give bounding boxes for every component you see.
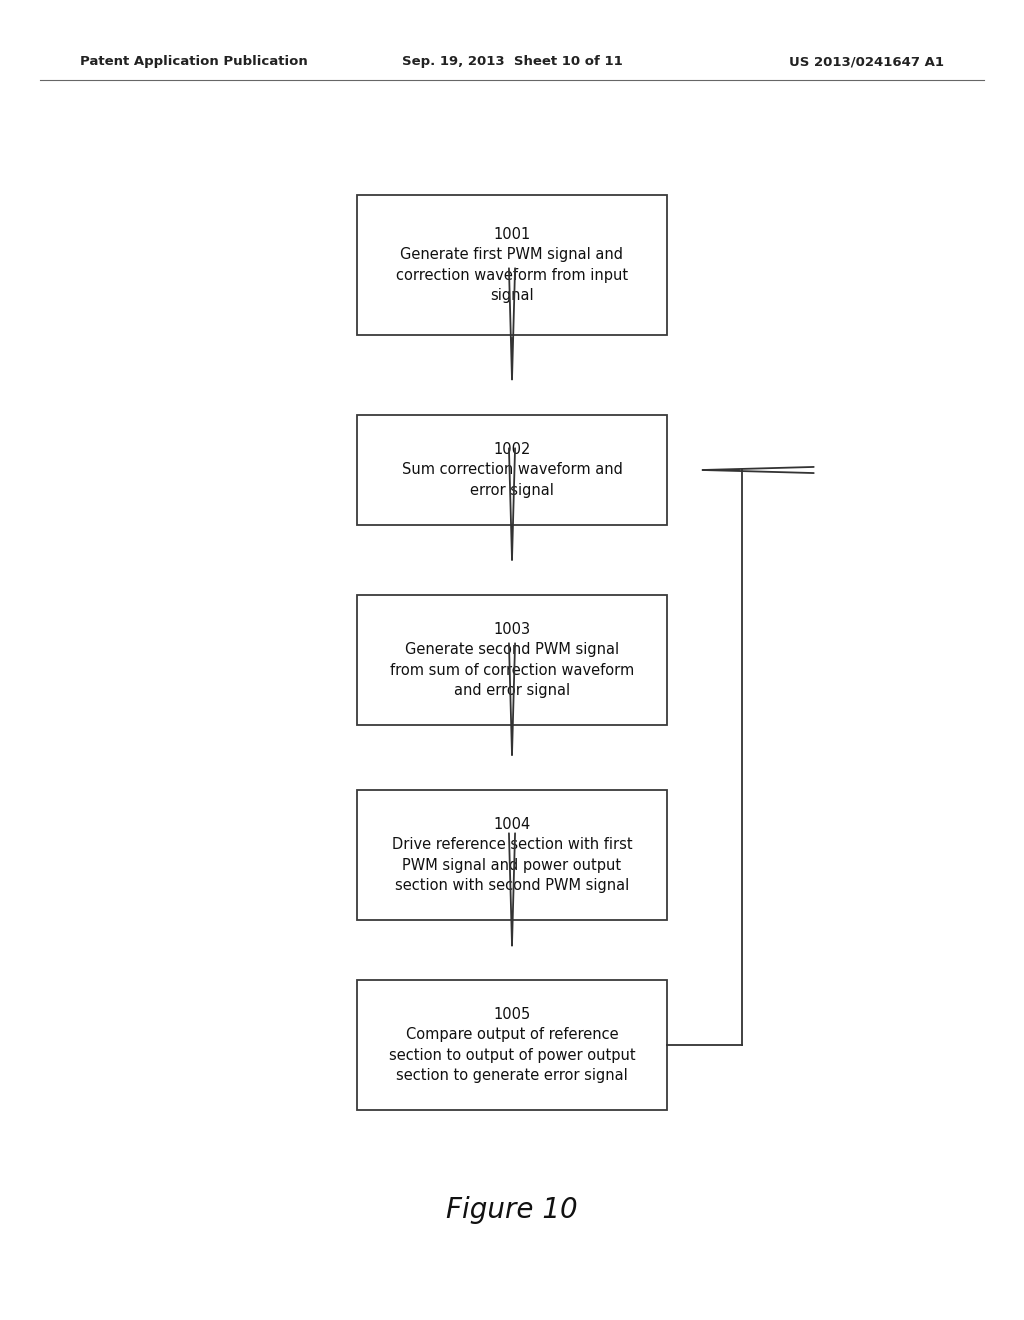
Text: 1003
Generate second PWM signal
from sum of correction waveform
and error signal: 1003 Generate second PWM signal from sum… bbox=[390, 622, 634, 698]
Text: Figure 10: Figure 10 bbox=[446, 1196, 578, 1224]
Text: Patent Application Publication: Patent Application Publication bbox=[80, 55, 308, 69]
Bar bbox=[357, 195, 667, 335]
Text: 1001
Generate first PWM signal and
correction waveform from input
signal: 1001 Generate first PWM signal and corre… bbox=[396, 227, 628, 304]
Text: US 2013/0241647 A1: US 2013/0241647 A1 bbox=[790, 55, 944, 69]
Bar bbox=[357, 789, 667, 920]
Bar bbox=[357, 414, 667, 525]
Text: 1004
Drive reference section with first
PWM signal and power output
section with: 1004 Drive reference section with first … bbox=[392, 817, 632, 894]
Text: Sep. 19, 2013  Sheet 10 of 11: Sep. 19, 2013 Sheet 10 of 11 bbox=[401, 55, 623, 69]
Bar bbox=[357, 595, 667, 725]
Text: 1002
Sum correction waveform and
error signal: 1002 Sum correction waveform and error s… bbox=[401, 442, 623, 498]
Bar bbox=[357, 979, 667, 1110]
Text: 1005
Compare output of reference
section to output of power output
section to ge: 1005 Compare output of reference section… bbox=[389, 1007, 635, 1084]
